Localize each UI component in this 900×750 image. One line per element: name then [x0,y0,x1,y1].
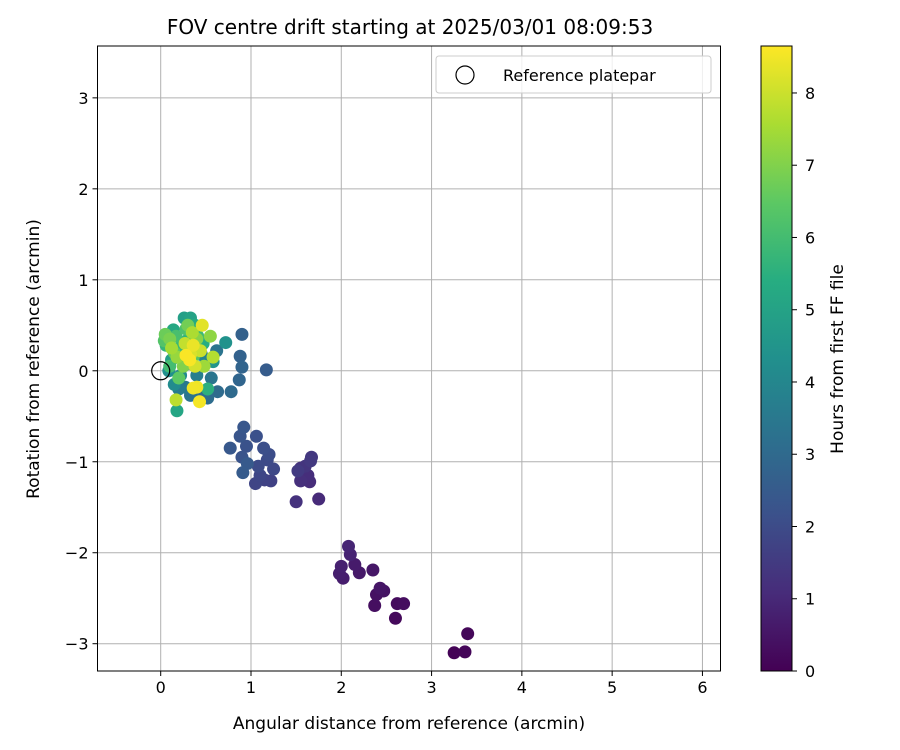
colorbar-tick-label: 2 [805,517,815,536]
plot-frame [97,45,721,672]
colorbar-ticks: 0 1 2 3 4 5 6 7 8 [792,84,815,681]
data-point [203,329,217,343]
x-axis-ticks: 0 1 2 3 4 5 6 [156,671,708,697]
data-point [193,395,207,409]
data-point [237,420,251,434]
data-point [206,350,220,364]
data-point [342,539,356,553]
data-point [179,348,193,362]
data-points [157,311,475,660]
colorbar-tick-label: 8 [805,84,815,103]
legend: Reference platepar [435,55,712,94]
y-tick-label: 2 [78,180,88,199]
data-point [233,349,247,363]
data-point [235,327,249,341]
x-tick-label: 3 [426,678,436,697]
colorbar-tick-label: 4 [805,373,815,392]
data-point [165,341,179,355]
data-point [195,318,209,332]
data-point [259,363,273,377]
data-point [397,597,411,611]
x-tick-label: 4 [517,678,527,697]
data-point [211,385,225,399]
data-point [289,495,303,509]
data-point [291,464,305,478]
colorbar-tick-label: 6 [805,228,815,247]
colorbar-label: Hours from first FF file [828,264,848,454]
data-point [249,429,263,443]
data-point [239,439,253,453]
data-point [219,336,233,350]
colorbar-tick-label: 3 [805,445,815,464]
data-point [458,645,472,659]
y-tick-label: 1 [78,271,88,290]
data-point [388,611,402,625]
colorbar-tick-label: 1 [805,590,815,609]
data-point [235,360,249,374]
colorbar: 0 1 2 3 4 5 6 7 8 Hours from first FF file [760,45,848,681]
x-tick-label: 5 [607,678,617,697]
data-point [186,338,200,352]
data-point [185,326,199,340]
data-point [169,393,183,407]
x-tick-label: 1 [246,678,256,697]
data-point [366,563,380,577]
chart-title: FOV centre drift starting at 2025/03/01 … [167,15,653,39]
legend-box [435,55,712,94]
reference-platepar-marker [151,361,171,381]
data-point [201,382,215,396]
colorbar-gradient [760,45,793,672]
data-point [204,371,218,385]
colorbar-tick-label: 7 [805,156,815,175]
data-point [294,474,308,488]
y-axis-ticks: −3 −2 −1 0 1 2 3 [65,89,98,654]
y-tick-label: −3 [65,635,89,654]
data-point [304,454,318,468]
data-point [257,441,271,455]
reference-marker-layer [151,361,171,381]
x-tick-label: 6 [697,678,707,697]
data-point [223,441,237,455]
data-point [236,466,250,480]
y-tick-label: −2 [65,544,89,563]
data-point [368,598,382,612]
x-tick-label: 0 [156,678,166,697]
data-point [267,462,281,476]
y-axis-label: Rotation from reference (arcmin) [24,219,44,499]
data-point [312,492,326,506]
data-point [197,359,211,373]
y-tick-label: 0 [78,362,88,381]
data-point [170,404,184,418]
data-point [224,385,238,399]
data-point [373,581,387,595]
data-point [251,459,265,473]
x-tick-label: 2 [336,678,346,697]
grid-lines [97,46,721,671]
y-tick-label: 3 [78,89,88,108]
y-tick-label: −1 [65,453,89,472]
x-axis-label: Angular distance from reference (arcmin) [233,714,585,734]
data-point [172,371,186,385]
data-point [232,373,246,387]
data-point [447,646,461,660]
data-point [163,359,177,373]
data-point [461,627,475,641]
data-point [334,559,348,573]
data-point [348,558,362,572]
colorbar-tick-label: 5 [805,301,815,320]
colorbar-tick-label: 0 [805,662,815,681]
data-point [186,381,200,395]
legend-entry-label: Reference platepar [503,66,656,85]
legend-reference-marker [455,65,475,85]
